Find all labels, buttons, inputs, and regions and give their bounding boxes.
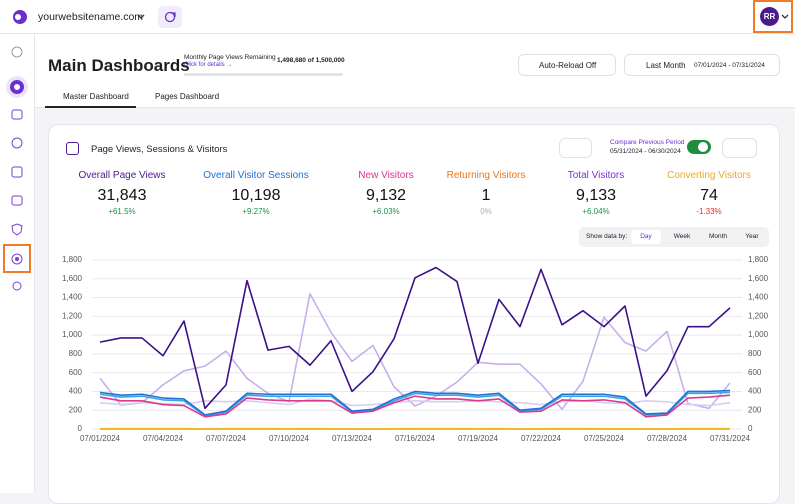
y-tick-label: 200: [69, 405, 83, 414]
y2-tick-label: 0: [748, 424, 753, 433]
series-line: [100, 268, 730, 409]
y2-tick-label: 200: [748, 405, 762, 414]
page: yourwebsitename.com RR Main Dashboards M…: [0, 0, 795, 493]
x-tick-label: 07/13/2024: [332, 434, 373, 443]
y-tick-label: 1,400: [62, 293, 83, 302]
x-tick-label: 07/22/2024: [521, 434, 562, 443]
chart: 0 0 200 200 400 400 600 600 800 800 1,000 1,000 1,20…: [0, 0, 795, 493]
x-tick-label: 07/25/2024: [584, 434, 625, 443]
x-tick-label: 07/07/2024: [206, 434, 247, 443]
y2-tick-label: 1,000: [748, 330, 769, 339]
y-tick-label: 600: [69, 368, 83, 377]
x-tick-label: 07/28/2024: [647, 434, 688, 443]
y-tick-label: 0: [78, 424, 83, 433]
y-tick-label: 1,200: [62, 311, 83, 320]
y2-tick-label: 400: [748, 387, 762, 396]
y2-tick-label: 1,200: [748, 311, 769, 320]
y-tick-label: 800: [69, 349, 83, 358]
x-tick-label: 07/01/2024: [80, 434, 121, 443]
y2-tick-label: 1,800: [748, 255, 769, 264]
x-tick-label: 07/31/2024: [710, 434, 751, 443]
y-tick-label: 1,800: [62, 255, 83, 264]
x-tick-label: 07/16/2024: [395, 434, 436, 443]
x-tick-label: 07/19/2024: [458, 434, 499, 443]
y2-tick-label: 800: [748, 349, 762, 358]
x-tick-label: 07/04/2024: [143, 434, 184, 443]
y2-tick-label: 600: [748, 368, 762, 377]
y2-tick-label: 1,600: [748, 274, 769, 283]
y-tick-label: 1,000: [62, 330, 83, 339]
y-tick-label: 1,600: [62, 274, 83, 283]
y-tick-label: 400: [69, 387, 83, 396]
y2-tick-label: 1,400: [748, 293, 769, 302]
x-tick-label: 07/10/2024: [269, 434, 310, 443]
